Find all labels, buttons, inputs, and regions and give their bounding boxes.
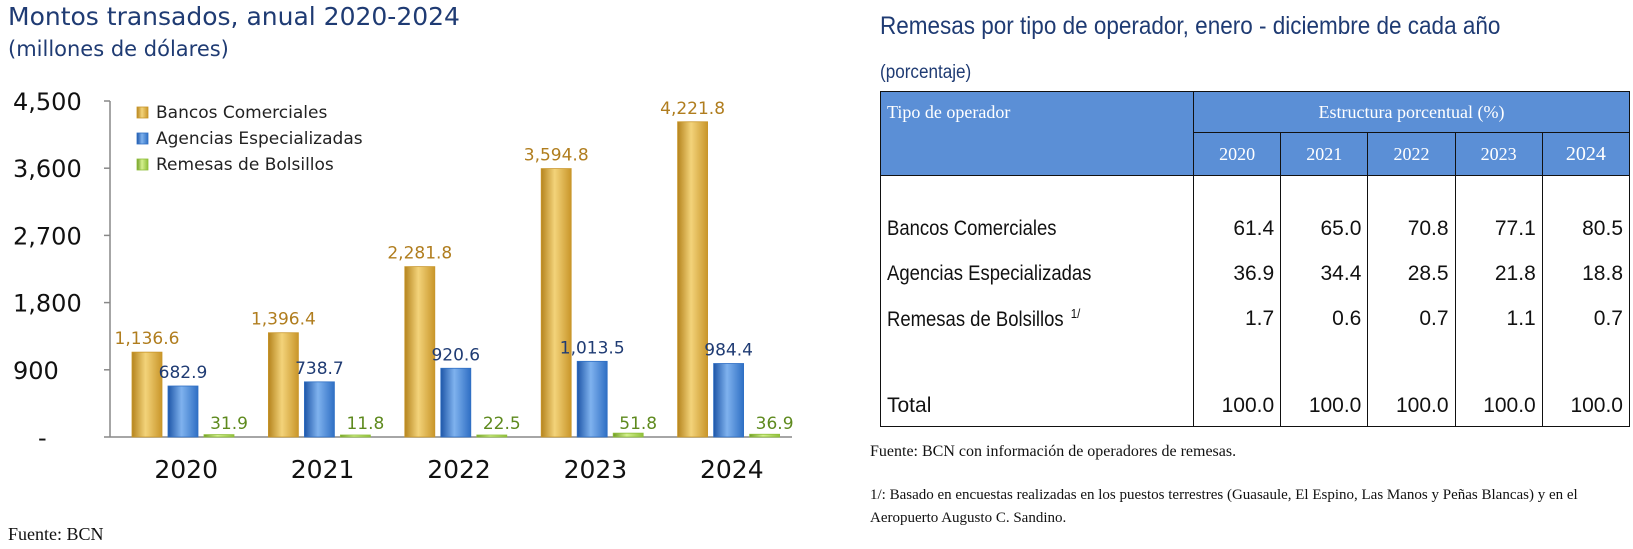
bar — [440, 367, 472, 438]
data-label: 1,136.6 — [115, 329, 180, 349]
bar — [540, 168, 572, 438]
data-label: 920.6 — [431, 345, 480, 365]
table-cell: 0.7 — [1367, 296, 1456, 341]
table-footnote: 1/: Basado en encuestas realizadas en lo… — [870, 487, 1578, 526]
data-label: 36.9 — [756, 414, 794, 434]
y-tick-label: 2,700 — [13, 222, 82, 250]
table-cell: 77.1 — [1454, 206, 1543, 251]
category-label: 2023 — [564, 455, 628, 484]
legend-label: Remesas de Bolsillos — [156, 155, 334, 175]
header-year: 2020 — [1192, 132, 1282, 176]
data-label: 3,594.8 — [524, 146, 589, 166]
table-cell: 1.1 — [1454, 296, 1543, 341]
legend-swatch — [136, 158, 149, 171]
table-cell: 28.5 — [1367, 251, 1456, 296]
bar — [713, 363, 744, 438]
table-subtitle: (porcentaje) — [880, 62, 972, 83]
table-row: Bancos Comerciales 61.4 65.0 70.8 77.1 8… — [880, 206, 1631, 251]
header-year: 2021 — [1280, 132, 1369, 176]
right-panel: Remesas por tipo de operador, enero - di… — [870, 0, 1633, 549]
data-label: 1,396.4 — [251, 310, 316, 330]
bar-chart: - 900 1,800 2,700 3,600 4,500 1,136.6 682.9 31.9… — [13, 88, 794, 484]
data-label: 22.5 — [483, 414, 521, 434]
operator-table: Tipo de operador Estructura porcentual (… — [880, 91, 1631, 427]
bar — [476, 434, 508, 438]
legend-label: Agencias Especializadas — [156, 129, 363, 149]
left-panel: Montos transados, anual 2020-2024 (millo… — [8, 2, 794, 544]
table-cell: 80.5 — [1541, 206, 1631, 251]
y-tick-label: 3,600 — [13, 155, 82, 183]
bar — [203, 434, 235, 438]
bar — [167, 385, 199, 438]
data-label: 738.7 — [295, 359, 344, 379]
data-label: 2,281.8 — [387, 244, 452, 264]
spacer-row — [880, 341, 1631, 386]
table-cell: 1.7 — [1192, 296, 1282, 341]
chart-source: Fuente: BCN — [8, 524, 104, 544]
data-label: 51.8 — [619, 414, 657, 434]
header-year: 2023 — [1454, 132, 1543, 176]
table-cell: 36.9 — [1192, 251, 1282, 296]
data-label: 1,013.5 — [560, 338, 625, 358]
table-cell: 18.8 — [1541, 251, 1631, 296]
table-cell: 0.7 — [1541, 296, 1631, 341]
total-cell: 100.0 — [1192, 386, 1282, 427]
data-label: 682.9 — [159, 363, 208, 383]
bar — [339, 434, 371, 438]
legend-swatch — [136, 132, 149, 145]
bar — [303, 381, 335, 438]
header-year: 2024 — [1541, 132, 1631, 176]
y-tick-label: 1,800 — [13, 290, 82, 318]
bar — [749, 433, 780, 438]
data-label: 984.4 — [704, 340, 753, 360]
total-cell: 100.0 — [1454, 386, 1543, 427]
row-name-with-note: Remesas de Bolsillos 1/ — [887, 306, 1080, 332]
bar — [131, 351, 163, 438]
bar — [404, 266, 436, 438]
bar — [612, 432, 644, 438]
table-cell: 21.8 — [1454, 251, 1543, 296]
chart-title: Montos transados, anual 2020-2024 — [8, 2, 460, 31]
category-label: 2022 — [427, 455, 491, 484]
y-tick-label: 900 — [13, 357, 59, 385]
table-cell: 70.8 — [1367, 206, 1456, 251]
header-year: 2022 — [1367, 132, 1456, 176]
total-cell: 100.0 — [1280, 386, 1369, 427]
bar — [267, 332, 299, 438]
total-cell: 100.0 — [1367, 386, 1456, 427]
table-cell: 34.4 — [1280, 251, 1369, 296]
data-label: 31.9 — [210, 414, 248, 434]
header-operator: Tipo de operador — [880, 91, 1194, 176]
total-cell: 100.0 — [1541, 386, 1631, 427]
bar — [576, 360, 608, 438]
table-cell: 65.0 — [1280, 206, 1369, 251]
legend-swatch — [136, 106, 149, 119]
y-tick-label: - — [38, 424, 47, 452]
footnote-marker: 1/ — [1070, 305, 1081, 321]
category-label: 2021 — [291, 455, 355, 484]
table-cell: 0.6 — [1280, 296, 1369, 341]
row-name: Agencias Especializadas — [887, 261, 1092, 285]
category-label: 2024 — [700, 455, 764, 484]
row-name: Remesas de Bolsillos — [887, 307, 1064, 331]
spacer-row — [880, 175, 1631, 206]
table-cell: 61.4 — [1192, 206, 1282, 251]
legend-label: Bancos Comerciales — [156, 103, 327, 123]
table-source: Fuente: BCN con información de operadore… — [870, 443, 1237, 460]
table-row: Remesas de Bolsillos 1/ 1.7 0.6 0.7 1.1 0… — [880, 296, 1631, 341]
row-name: Bancos Comerciales — [887, 216, 1057, 240]
category-label: 2020 — [154, 455, 218, 484]
chart-subtitle: (millones de dólares) — [8, 37, 229, 61]
data-label: 4,221.8 — [660, 99, 725, 119]
table-row: Agencias Especializadas 36.9 34.4 28.5 2… — [880, 251, 1631, 296]
y-tick-label: 4,500 — [13, 88, 82, 116]
table-title: Remesas por tipo de operador, enero - di… — [880, 12, 1501, 40]
data-label: 11.8 — [346, 414, 384, 434]
total-row: Total 100.0 100.0 100.0 100.0 100.0 — [880, 386, 1631, 427]
total-label: Total — [880, 386, 1194, 427]
bar — [677, 121, 708, 438]
header-structure: Estructura porcentual (%) — [1193, 91, 1630, 133]
